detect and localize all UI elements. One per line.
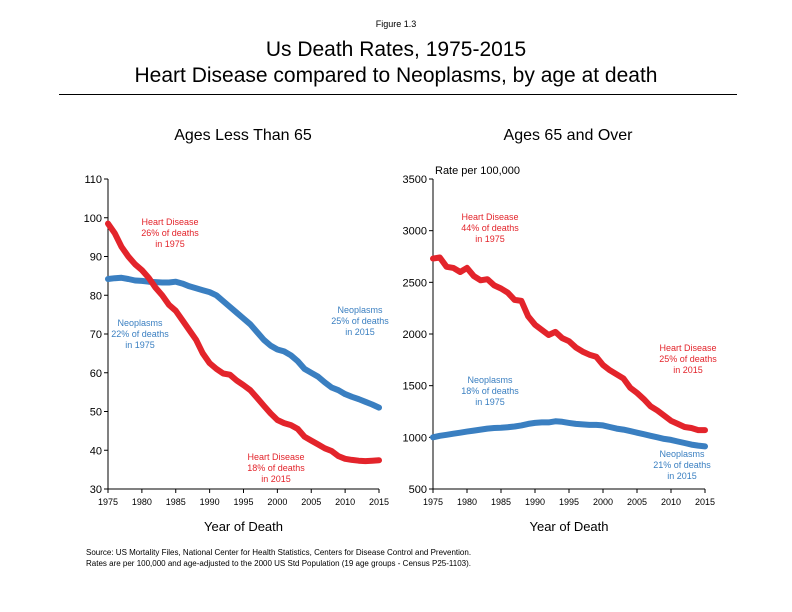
figure-label: Figure 1.3 bbox=[375, 19, 417, 29]
chart2-annotation-text: in 2015 bbox=[667, 471, 697, 481]
chart2-heart-disease-line bbox=[430, 254, 708, 434]
chart2-annotation-text: Heart Disease bbox=[461, 212, 518, 222]
chart2-y-tick-label: 3000 bbox=[403, 226, 427, 238]
chart1-x-tick-label: 1980 bbox=[132, 497, 152, 507]
chart1-x-tick-label: 1995 bbox=[233, 497, 253, 507]
chart1-y-tick-label: 50 bbox=[90, 407, 102, 419]
chart1-annotation-text: Neoplasms bbox=[117, 318, 163, 328]
chart2-annotation-text: Neoplasms bbox=[467, 375, 513, 385]
chart2-x-tick-label: 1990 bbox=[525, 497, 545, 507]
chart1-annotation-text: in 2015 bbox=[345, 327, 375, 337]
chart-title-line1: Us Death Rates, 1975-2015 bbox=[265, 38, 527, 61]
chart2-x-tick-label: 2010 bbox=[661, 497, 681, 507]
chart1-y-tick-label: 40 bbox=[90, 445, 102, 457]
chart2-x-tick-label: 1985 bbox=[491, 497, 511, 507]
chart1-annotation-text: 22% of deaths bbox=[111, 329, 169, 339]
chart2-y-tick-label: 2000 bbox=[403, 329, 427, 341]
chart2-y-tick-label: 3500 bbox=[403, 174, 427, 186]
chart1-annotation-text: in 1975 bbox=[155, 239, 185, 249]
chart2-neoplasms-line bbox=[430, 418, 708, 450]
chart2-annotation-text: in 1975 bbox=[475, 397, 505, 407]
chart2-annotation-text: Heart Disease bbox=[659, 343, 716, 353]
chart1-annotation-text: Neoplasms bbox=[337, 305, 383, 315]
chart1-y-tick-label: 60 bbox=[90, 368, 102, 380]
chart1-y-tick-label: 70 bbox=[90, 329, 102, 341]
chart1-y-tick-label: 80 bbox=[90, 290, 102, 302]
chart1-annotation-text: Heart Disease bbox=[141, 217, 198, 227]
source-line-2: Rates are per 100,000 and age-adjusted t… bbox=[86, 559, 471, 568]
chart2-x-tick-label: 1980 bbox=[457, 497, 477, 507]
chart1-y-tick-label: 100 bbox=[84, 213, 102, 225]
chart1-annotation-text: 25% of deaths bbox=[331, 316, 389, 326]
chart1-x-axis-label: Year of Death bbox=[204, 519, 283, 534]
chart2-annotation-text: Neoplasms bbox=[659, 449, 705, 459]
chart1-y-tick-label: 110 bbox=[84, 174, 102, 186]
chart2-annotation-text: 44% of deaths bbox=[461, 223, 519, 233]
source-note: Source: US Mortality Files, National Cen… bbox=[86, 547, 471, 569]
right-panel-title: Ages 65 and Over bbox=[503, 127, 633, 144]
chart2-x-axis-label: Year of Death bbox=[529, 519, 608, 534]
chart2-y-axis-label: Rate per 100,000 bbox=[435, 165, 520, 177]
chart2-annotation-text: 25% of deaths bbox=[659, 354, 717, 364]
chart2-annotation-text: 18% of deaths bbox=[461, 386, 519, 396]
chart2-y-tick-label: 1000 bbox=[403, 432, 427, 444]
chart1-annotation-text: 18% of deaths bbox=[247, 463, 305, 473]
chart-title-line2: Heart Disease compared to Neoplasms, by … bbox=[134, 64, 658, 87]
chart1-annotation-text: in 2015 bbox=[261, 474, 291, 484]
chart1-annotation-text: in 1975 bbox=[125, 340, 155, 350]
chart2-x-tick-label: 2005 bbox=[627, 497, 647, 507]
source-line-1: Source: US Mortality Files, National Cen… bbox=[86, 548, 472, 557]
chart1-annotation-text: Heart Disease bbox=[247, 452, 304, 462]
chart1-x-tick-label: 2005 bbox=[301, 497, 321, 507]
chart2-y-tick-label: 1500 bbox=[403, 381, 427, 393]
chart1-x-tick-label: 1985 bbox=[166, 497, 186, 507]
chart1-annotation-text: 26% of deaths bbox=[141, 228, 199, 238]
chart2-x-tick-label: 1975 bbox=[423, 497, 443, 507]
chart1-y-tick-label: 90 bbox=[90, 252, 102, 264]
chart2-annotation-text: 21% of deaths bbox=[653, 460, 711, 470]
chart1-x-tick-label: 1975 bbox=[98, 497, 118, 507]
chart1-heart-disease-line bbox=[105, 220, 382, 465]
chart2-x-tick-label: 1995 bbox=[559, 497, 579, 507]
chart2-annotation-text: in 1975 bbox=[475, 234, 505, 244]
chart1-x-tick-label: 2015 bbox=[369, 497, 389, 507]
left-panel-title: Ages Less Than 65 bbox=[174, 127, 312, 144]
chart2-x-tick-label: 2015 bbox=[695, 497, 715, 507]
chart2-x-tick-label: 2000 bbox=[593, 497, 613, 507]
chart2-y-tick-label: 2500 bbox=[403, 277, 427, 289]
chart1-x-tick-label: 2010 bbox=[335, 497, 355, 507]
chart1-x-tick-label: 2000 bbox=[267, 497, 287, 507]
chart1-x-tick-label: 1990 bbox=[200, 497, 220, 507]
title-divider bbox=[59, 94, 737, 95]
chart2-annotation-text: in 2015 bbox=[673, 365, 703, 375]
chart1-y-tick-label: 30 bbox=[90, 484, 102, 496]
chart2-y-tick-label: 500 bbox=[409, 484, 427, 496]
